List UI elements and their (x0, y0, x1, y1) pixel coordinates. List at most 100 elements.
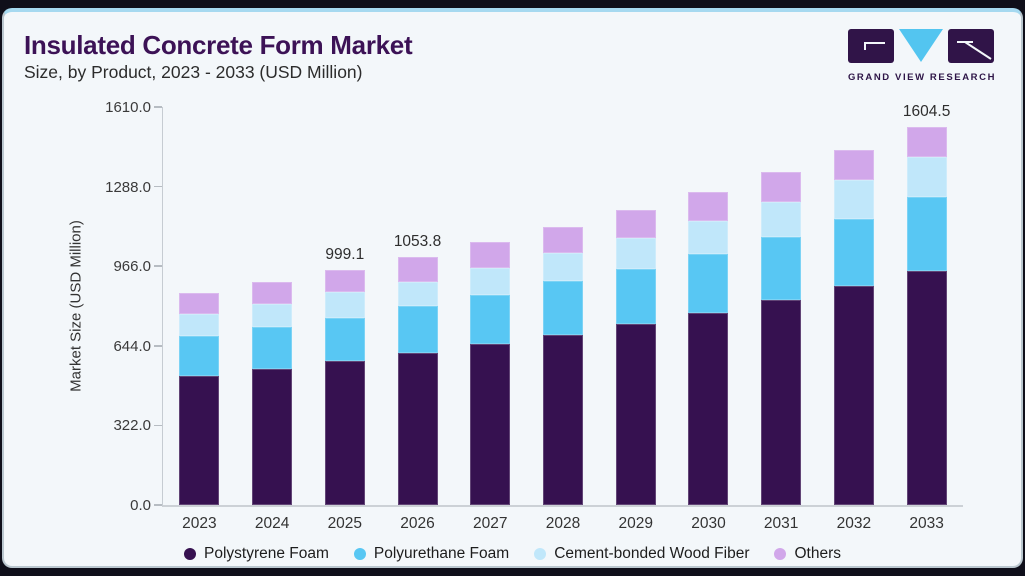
y-tick-label: 1610.0 (105, 99, 151, 116)
bar-segment (543, 252, 583, 281)
legend-item: Others (774, 545, 841, 563)
y-tick-mark (154, 265, 162, 267)
bar-2030 (688, 191, 729, 505)
bar-segment (179, 313, 220, 336)
bar-value-label: 1053.8 (393, 232, 442, 250)
bar-2032 (833, 150, 874, 506)
bar-value-label: 999.1 (325, 245, 365, 263)
legend: Polystyrene Foam Polyurethane Foam Cement-… (4, 545, 1021, 563)
y-tick-mark (154, 345, 162, 347)
y-axis-title: Market Size (USD Million) (67, 220, 85, 392)
bar-segment (252, 304, 293, 327)
x-tick-label: 2031 (763, 515, 799, 532)
bar-2026: 1053.8 (394, 233, 441, 506)
bar-segment (397, 353, 438, 506)
bar-segment (397, 256, 438, 282)
bar-2024 (252, 281, 293, 505)
bar-segment (179, 292, 220, 314)
legend-item: Polyurethane Foam (353, 545, 510, 563)
bar-segment (833, 150, 874, 181)
bar-segment (324, 318, 365, 361)
bar-segment (688, 312, 729, 505)
y-tick-mark (154, 106, 162, 108)
y-tick-label: 1288.0 (105, 178, 151, 196)
x-tick-label: 2024 (254, 515, 290, 532)
bar-segment (761, 172, 802, 203)
bar-segment (543, 335, 583, 506)
bar-2025: 999.1 (324, 246, 365, 505)
legend-item: Cement-bonded Wood Fiber (534, 545, 749, 563)
bar-2027 (470, 242, 511, 505)
legend-item: Polystyrene Foam (183, 545, 329, 563)
bar-segment (470, 295, 511, 345)
bar-segment (833, 180, 874, 219)
y-tick-mark (154, 185, 162, 188)
legend-marker-icon (774, 548, 787, 560)
chart-card: Insulated Concrete Form Market Size, by … (2, 8, 1023, 568)
bar-segment (179, 335, 220, 376)
x-tick-label: 2029 (618, 515, 653, 532)
x-tick-label: 2025 (327, 515, 363, 532)
bar-segment (761, 237, 802, 300)
x-tick-label: 2026 (400, 515, 435, 532)
x-tick-label: 2030 (691, 515, 726, 532)
bar-segment (470, 268, 511, 296)
bar-segment (833, 218, 874, 286)
bar-segment (615, 237, 656, 270)
plot-area: 0.0 322.0 644.0 966.0 1288.0 1610.0 2023 2024 99… (105, 99, 963, 532)
bar-segment (252, 326, 293, 370)
legend-label: Polyurethane Foam (373, 545, 510, 562)
y-tick-label: 322.0 (113, 417, 151, 435)
bar-segment (252, 369, 293, 505)
bar-segment (324, 292, 365, 319)
bar-segment (324, 360, 365, 505)
bar-value-label: 1604.5 (902, 103, 951, 121)
page-title: Insulated Concrete Form Market (24, 30, 413, 60)
gvr-logo-icon (848, 29, 994, 63)
bar-segment (833, 285, 874, 506)
legend-marker-icon (534, 548, 547, 560)
y-tick-label: 644.0 (113, 337, 151, 355)
bar-segment (470, 344, 511, 505)
bar-segment (906, 196, 947, 272)
bar-segment (906, 271, 947, 505)
y-tick-label: 0.0 (130, 497, 151, 514)
bar-segment (615, 269, 656, 325)
bar-segment (761, 202, 802, 238)
x-tick-label: 2032 (836, 515, 872, 532)
bar-segment (688, 221, 729, 254)
bar-2031 (761, 172, 802, 505)
x-tick-label: 2033 (909, 515, 944, 532)
bar-segment (906, 127, 947, 158)
bar-segment (615, 210, 656, 238)
bar-2028 (543, 226, 583, 506)
bar-segment (543, 226, 583, 253)
legend-marker-icon (183, 548, 196, 560)
bar-segment (324, 269, 365, 293)
legend-label: Others (794, 545, 841, 562)
bar-segment (543, 280, 583, 336)
bar-segment (252, 281, 293, 305)
bar-segment (688, 191, 729, 222)
legend-marker-icon (353, 548, 366, 560)
bar-2033: 1604.5 (903, 103, 950, 505)
y-tick-label: 966.0 (113, 258, 151, 276)
x-tick-label: 2027 (473, 515, 508, 532)
bar-segment (397, 305, 438, 354)
bar-2023 (179, 292, 220, 505)
gvr-logo-text: GRAND VIEW RESEARCH (847, 72, 997, 83)
bar-2029 (615, 210, 656, 505)
legend-label: Cement-bonded Wood Fiber (554, 545, 750, 562)
bar-segment (761, 299, 802, 505)
bar-segment (688, 253, 729, 313)
bar-segment (906, 157, 947, 197)
bar-segment (615, 324, 656, 505)
x-tick-label: 2023 (182, 515, 217, 532)
bar-segment (470, 242, 511, 269)
page-subtitle: Size, by Product, 2023 - 2033 (USD Milli… (24, 62, 363, 82)
x-tick-label: 2028 (545, 515, 581, 532)
y-tick-mark (154, 424, 162, 427)
bar-segment (179, 375, 220, 505)
legend-label: Polystyrene Foam (203, 545, 329, 562)
